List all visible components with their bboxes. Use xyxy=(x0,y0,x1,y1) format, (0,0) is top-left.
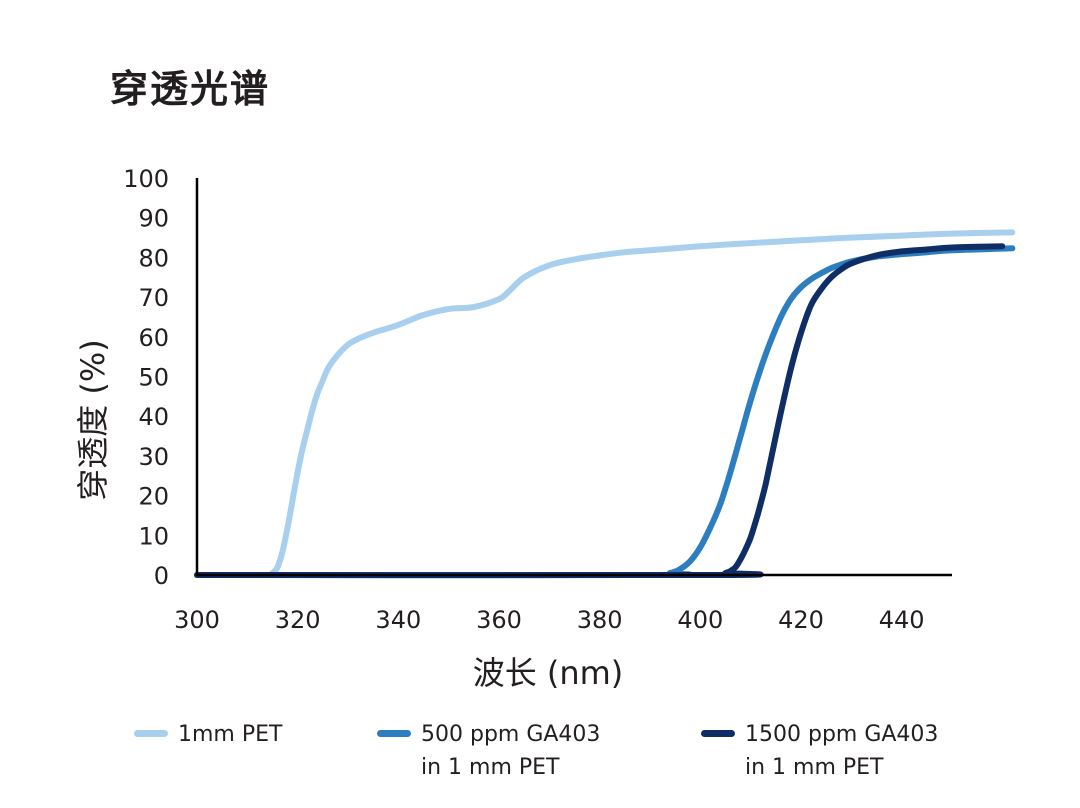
legend-label: 1500 ppm GA403 in 1 mm PET xyxy=(745,722,939,780)
series-line-1 xyxy=(194,229,1016,579)
y-tick-label: 10 xyxy=(138,522,169,550)
x-tick-label: 300 xyxy=(174,606,220,634)
legend-label: 1mm PET xyxy=(178,722,283,747)
x-tick-label: 320 xyxy=(275,606,321,634)
x-tick-label: 420 xyxy=(778,606,824,634)
x-tick-label: 380 xyxy=(577,606,623,634)
x-axis-title: 波长 (nm) xyxy=(473,654,624,692)
y-tick-label: 70 xyxy=(138,284,169,312)
legend-swatch xyxy=(134,730,168,737)
x-tick-label: 360 xyxy=(476,606,522,634)
series-line-3 xyxy=(194,243,1006,579)
legend-item-1mm-pet: 1mm PET xyxy=(134,718,282,751)
y-tick-labels: 0 10 20 30 40 50 60 70 80 90 100 xyxy=(123,165,169,590)
y-tick-label: 80 xyxy=(138,244,169,272)
y-axis-title: 穿透度 (%) xyxy=(74,339,112,501)
series-lines xyxy=(194,229,1016,579)
legend: 1mm PET 500 ppm GA403 in 1 mm PET 1500 p… xyxy=(0,718,1080,798)
x-tick-labels: 300 320 340 360 380 400 420 440 xyxy=(174,606,924,634)
legend-item-1500ppm: 1500 ppm GA403 in 1 mm PET xyxy=(701,718,938,784)
y-tick-label: 0 xyxy=(154,562,169,590)
y-tick-label: 50 xyxy=(138,364,169,392)
transmission-chart: 0 10 20 30 40 50 60 70 80 90 100 300 320 340 360 380 40… xyxy=(74,165,1016,692)
y-tick-label: 30 xyxy=(138,443,169,471)
series-line-2 xyxy=(194,245,1016,579)
legend-swatch xyxy=(701,730,735,737)
y-tick-label: 20 xyxy=(138,483,169,511)
y-tick-label: 90 xyxy=(138,205,169,233)
y-tick-label: 40 xyxy=(138,403,169,431)
legend-item-500ppm: 500 ppm GA403 in 1 mm PET xyxy=(377,718,600,784)
y-tick-label: 60 xyxy=(138,324,169,352)
axes xyxy=(195,178,952,577)
page-title: 穿透光谱 xyxy=(110,67,271,111)
legend-label: 500 ppm GA403 in 1 mm PET xyxy=(421,722,601,780)
y-tick-label: 100 xyxy=(123,165,169,193)
x-tick-label: 400 xyxy=(677,606,723,634)
x-tick-label: 440 xyxy=(879,606,925,634)
x-tick-label: 340 xyxy=(375,606,421,634)
legend-swatch xyxy=(377,730,411,737)
